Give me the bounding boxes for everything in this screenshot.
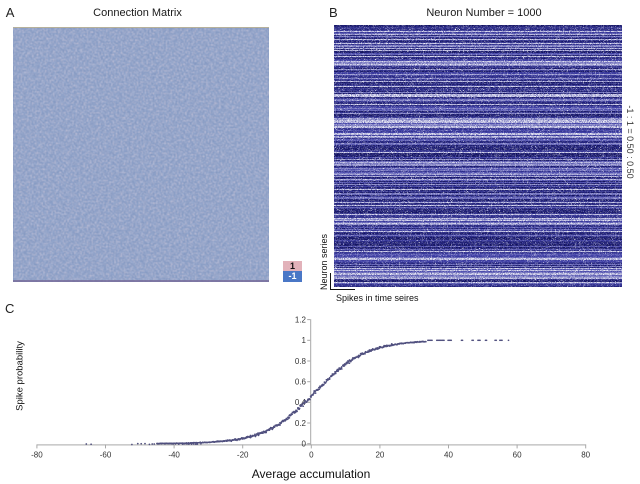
svg-text:1: 1 (302, 336, 307, 345)
svg-text:-80: -80 (31, 451, 43, 460)
svg-text:-20: -20 (237, 451, 249, 460)
svg-text:0: 0 (309, 451, 314, 460)
svg-text:80: 80 (581, 451, 590, 460)
svg-text:0.8: 0.8 (295, 357, 307, 366)
svg-text:0: 0 (302, 440, 307, 449)
svg-text:-60: -60 (100, 451, 112, 460)
svg-text:0.6: 0.6 (295, 378, 307, 387)
svg-text:40: 40 (444, 451, 453, 460)
svg-text:-40: -40 (168, 451, 180, 460)
svg-text:0.4: 0.4 (295, 398, 307, 407)
svg-text:1.2: 1.2 (295, 315, 307, 324)
svg-text:60: 60 (513, 451, 522, 460)
svg-text:0.2: 0.2 (295, 419, 307, 428)
svg-text:20: 20 (375, 451, 384, 460)
